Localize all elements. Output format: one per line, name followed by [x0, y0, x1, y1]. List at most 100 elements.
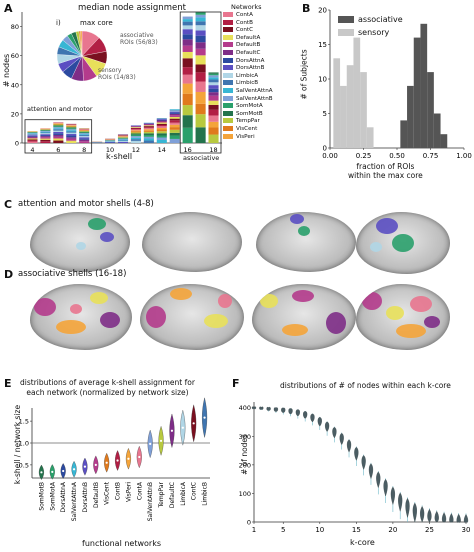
legend-label: ContC	[236, 27, 253, 34]
bar-segment	[27, 141, 38, 143]
bar-segment	[79, 129, 90, 131]
bar-segment	[169, 120, 180, 123]
bar-segment	[182, 51, 193, 59]
brain-lateral-right	[356, 212, 450, 274]
hist-bar-sensory	[366, 127, 374, 148]
bar-segment	[143, 128, 154, 130]
bar-segment	[143, 133, 154, 135]
legend-label: SalVentAttnB	[236, 95, 273, 102]
legend-item: VisPeri	[223, 133, 275, 142]
bar-segment	[130, 134, 141, 137]
bar-segment	[169, 118, 180, 121]
bar-segment	[66, 128, 77, 130]
legend-label: VisCent	[236, 125, 258, 132]
bar-segment	[53, 129, 64, 131]
hist-bar-sensory	[340, 85, 347, 148]
bar-segment	[169, 129, 180, 133]
bar-segment	[208, 92, 219, 96]
bar-segment	[182, 45, 193, 52]
bar-segment	[208, 115, 219, 122]
y-tick-label: 20	[11, 110, 19, 118]
panel-b-legend-sensory: sensory	[338, 28, 389, 37]
bar-segment	[79, 135, 90, 137]
panel-e-xlabel: functional networks	[82, 539, 162, 548]
bar-segment	[195, 21, 206, 26]
bar-segment	[53, 140, 64, 143]
bar-segment	[53, 138, 64, 141]
region-blob	[146, 306, 166, 328]
legend-label: SalVentAttnA	[236, 87, 273, 94]
bar-segment	[195, 12, 206, 15]
bar-segment	[156, 120, 167, 122]
legend-item: LimbicB	[223, 80, 275, 88]
median-dot	[51, 470, 54, 473]
bar-segment	[143, 123, 154, 125]
x-tick-label: 30	[462, 526, 471, 534]
y-tick-label: 400	[239, 404, 251, 412]
bar-segment	[208, 104, 219, 110]
bar-segment	[130, 130, 141, 132]
bar-segment	[53, 126, 64, 128]
bar-segment	[156, 125, 167, 127]
panel-b-legend-assoc: associative	[338, 15, 403, 24]
panel-f-title: distributions of # of nodes within each …	[280, 381, 451, 390]
violin	[339, 433, 344, 445]
bar-segment	[208, 88, 219, 93]
bar-segment	[130, 132, 141, 134]
bar-segment	[40, 130, 51, 131]
bar-segment	[117, 137, 129, 138]
bar-segment	[156, 133, 167, 136]
violin	[376, 471, 381, 489]
region-blob	[90, 292, 108, 304]
region-blob	[298, 226, 310, 236]
panel-a-xlabel: k-shell	[106, 152, 133, 161]
legend-label: SomMotA	[236, 103, 263, 110]
region-blob	[326, 312, 346, 334]
bar-segment	[53, 131, 64, 134]
x-tick-label: 8	[82, 146, 86, 154]
bar-segment	[40, 129, 51, 131]
violin	[288, 408, 293, 415]
legend-item: SomMotA	[223, 103, 275, 111]
bar-segment	[195, 127, 206, 143]
region-blob	[56, 320, 86, 334]
bar-segment	[195, 103, 206, 115]
bar-segment	[156, 121, 167, 123]
bar-segment	[156, 123, 167, 126]
attention-motor-box	[24, 119, 93, 154]
legend-item: SomMotB	[223, 110, 275, 119]
median-dot	[94, 463, 97, 466]
bar-segment	[208, 72, 219, 74]
bar-segment	[169, 112, 180, 114]
bar-segment	[182, 29, 193, 35]
violin	[383, 479, 388, 497]
bar-segment	[143, 136, 154, 139]
bar-segment	[169, 110, 180, 112]
panel-a-title: median node assignment	[78, 3, 186, 13]
bar-segment	[169, 113, 180, 116]
median-dot	[170, 429, 174, 432]
panel-f-ylabel: # of nodes	[239, 434, 249, 475]
x-tick-label: DorsAttnB	[82, 482, 89, 513]
region-blob	[424, 316, 440, 328]
bar-segment	[208, 109, 219, 116]
bar-segment	[27, 137, 38, 139]
region-blob	[370, 242, 382, 252]
y-tick-label: 5	[323, 110, 327, 118]
bar-segment	[79, 138, 90, 140]
bar-segment	[143, 131, 154, 134]
y-tick-label: 10	[318, 76, 327, 84]
legend-item: ContB	[223, 19, 275, 28]
region-blob	[100, 232, 114, 242]
legend-item: SalVentAttnA	[223, 87, 275, 96]
median-dot	[83, 465, 87, 468]
violin	[310, 413, 315, 423]
bar-segment	[79, 141, 90, 143]
region-blob	[396, 324, 426, 338]
bar-segment	[182, 127, 193, 143]
bar-segment	[156, 122, 167, 124]
region-blob	[282, 324, 308, 336]
panel-e-chart: 0.5 1.0 1.5 SomMotB SomMotA DorsAttnA SalVentA…	[19, 397, 210, 521]
legend-swatch	[223, 27, 233, 33]
bar-segment	[40, 138, 51, 140]
